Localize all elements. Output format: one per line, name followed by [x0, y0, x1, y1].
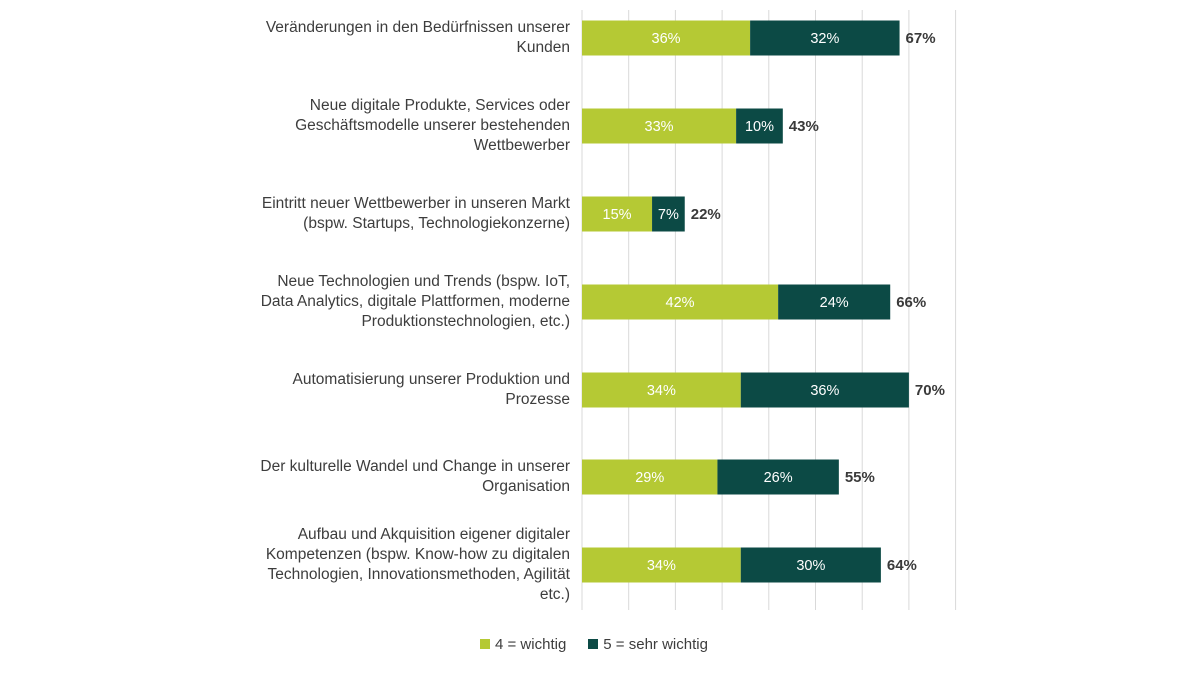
- data-label: 36%: [652, 31, 681, 47]
- category-label-line: (bspw. Startups, Technologiekonzerne): [303, 215, 570, 232]
- bar-wichtig: [582, 372, 741, 408]
- data-label: 42%: [666, 295, 695, 311]
- category-label-line: Wettbewerber: [473, 137, 570, 154]
- data-label: 33%: [645, 119, 674, 135]
- legend-label-sehr-wichtig: 5 = sehr wichtig: [603, 635, 708, 653]
- bar-wichtig: [582, 108, 737, 144]
- category-label-line: Produktionstechnologien, etc.): [361, 313, 570, 330]
- category-label-line: Kompetenzen (bspw. Know-how zu digitalen: [265, 546, 570, 563]
- legend-swatch-sehr-wichtig: [588, 639, 599, 649]
- category-label-line: Der kulturelle Wandel und Change in unse…: [260, 458, 570, 475]
- legend-item-sehr-wichtig: 5 = sehr wichtig: [588, 636, 708, 653]
- data-label: 36%: [810, 383, 839, 399]
- category-label-line: Prozesse: [505, 391, 570, 408]
- bar-sehr-wichtig: [717, 459, 839, 495]
- bar-sehr-wichtig: [750, 20, 900, 56]
- data-label: 34%: [647, 558, 676, 574]
- bar-wichtig: [582, 20, 751, 56]
- category-label: Aufbau und Akquisition eigener digitaler…: [190, 525, 570, 605]
- category-label-line: Data Analytics, digitale Plattformen, mo…: [260, 293, 570, 310]
- total-label: 22%: [691, 206, 721, 223]
- bar-sehr-wichtig: [652, 196, 685, 232]
- data-label: 24%: [820, 295, 849, 311]
- total-label: 67%: [906, 30, 936, 47]
- data-label: 26%: [764, 470, 793, 486]
- data-label: 29%: [635, 470, 664, 486]
- data-label: 10%: [745, 119, 774, 135]
- bar-sehr-wichtig: [740, 547, 881, 583]
- legend-swatch-wichtig: [480, 639, 490, 649]
- category-label-line: etc.): [539, 586, 570, 603]
- bar-wichtig: [582, 459, 718, 495]
- total-label: 64%: [887, 557, 917, 574]
- total-label: 55%: [845, 469, 875, 486]
- data-label: 30%: [796, 558, 825, 574]
- category-label-line: Neue Technologien und Trends (bspw. IoT,: [277, 273, 570, 290]
- category-label-line: Geschäftsmodelle unserer bestehenden: [295, 117, 570, 134]
- data-label: 32%: [810, 31, 839, 47]
- category-label-line: Technologien, Innovationsmethoden, Agili…: [267, 566, 570, 583]
- bar-sehr-wichtig: [740, 372, 909, 408]
- category-label-line: Aufbau und Akquisition eigener digitaler: [297, 526, 570, 543]
- category-label: Neue digitale Produkte, Services oder Ges…: [190, 96, 570, 156]
- legend-label-wichtig: 4 = wichtig: [495, 635, 567, 653]
- total-label: 43%: [789, 118, 819, 135]
- legend: 4 = wichtig 5 = sehr wichtig: [480, 634, 730, 654]
- data-label: 34%: [647, 383, 676, 399]
- category-label-line: Eintritt neuer Wettbewerber in unseren M…: [261, 195, 570, 212]
- category-label-line: Kunden: [516, 39, 570, 56]
- category-label: Eintritt neuer Wettbewerber in unseren M…: [190, 194, 570, 234]
- category-label: Automatisierung unserer Produktion und Pr…: [190, 370, 570, 410]
- category-label-line: Veränderungen in den Bedürfnissen unsere…: [265, 19, 570, 36]
- bar-sehr-wichtig: [778, 284, 891, 320]
- legend-item-wichtig: 4 = wichtig: [480, 636, 566, 653]
- category-label-line: Organisation: [482, 478, 570, 495]
- total-label: 70%: [915, 382, 945, 399]
- category-label: Veränderungen in den Bedürfnissen unsere…: [190, 18, 570, 58]
- category-label: Der kulturelle Wandel und Change in unse…: [190, 457, 570, 497]
- bar-sehr-wichtig: [736, 108, 783, 144]
- data-label: 7%: [658, 207, 679, 223]
- category-label: Neue Technologien und Trends (bspw. IoT,…: [190, 272, 570, 332]
- bar-wichtig: [582, 284, 779, 320]
- category-label-line: Neue digitale Produkte, Services oder: [309, 97, 570, 114]
- category-label-line: Automatisierung unserer Produktion und: [292, 371, 570, 388]
- bar-wichtig: [582, 547, 741, 583]
- bar-wichtig: [582, 196, 653, 232]
- total-label: 66%: [896, 294, 926, 311]
- data-label: 15%: [603, 207, 632, 223]
